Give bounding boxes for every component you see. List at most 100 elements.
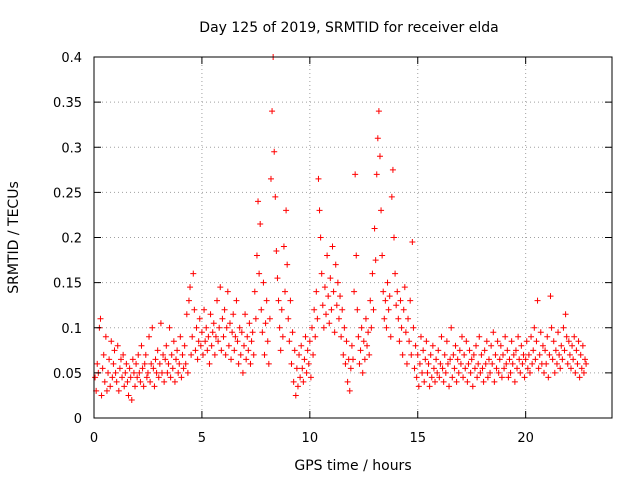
data-point [422,356,429,363]
data-point [368,324,375,331]
data-point [478,351,485,358]
data-point [137,378,144,385]
x-tick-label: 10 [302,431,319,446]
data-point [216,324,223,331]
data-point [181,342,188,349]
data-point [483,338,490,345]
data-point [536,351,543,358]
data-point [355,333,362,340]
data-point [470,351,477,358]
data-point [208,342,215,349]
data-point [511,378,518,385]
data-point [326,320,333,327]
data-point [198,329,205,336]
data-point [432,378,439,385]
data-point [103,387,110,394]
data-point [127,374,134,381]
data-point [385,306,392,313]
data-point [329,243,336,250]
data-points [92,54,590,403]
data-point [542,347,549,354]
data-point [116,365,123,372]
data-point [464,378,471,385]
data-point [167,374,174,381]
data-point [535,365,542,372]
data-point [335,315,342,322]
data-point [488,342,495,349]
data-point [580,369,587,376]
data-point [180,365,187,372]
data-point [252,315,259,322]
data-point [262,320,269,327]
data-point [294,383,301,390]
data-point [438,333,445,340]
data-point [177,333,184,340]
data-point [401,284,408,291]
data-point [359,369,366,376]
data-point [229,329,236,336]
data-point [577,351,584,358]
data-point [454,356,461,363]
data-point [461,351,468,358]
data-point [407,297,414,304]
data-point [340,351,347,358]
data-point [517,369,524,376]
data-point [237,351,244,358]
data-point [291,347,298,354]
data-point [394,288,401,295]
data-point [525,351,532,358]
data-point [192,347,199,354]
data-point [537,329,544,336]
data-point [503,360,510,367]
x-tick-label: 0 [90,431,98,446]
data-point [157,320,164,327]
data-point [235,360,242,367]
data-point [567,365,574,372]
data-point [439,365,446,372]
data-point [562,311,569,318]
data-point [129,356,136,363]
data-point [436,374,443,381]
data-point [310,351,317,358]
data-point [156,360,163,367]
data-point [120,351,127,358]
data-point [578,365,585,372]
data-point [188,351,195,358]
data-point [543,360,550,367]
data-point [163,342,170,349]
data-point [353,252,360,259]
data-point [232,333,239,340]
data-point [482,360,489,367]
data-point [433,356,440,363]
data-point [341,324,348,331]
data-point [248,338,255,345]
data-point [205,333,212,340]
data-point [450,351,457,358]
data-point [575,338,582,345]
data-point [226,320,233,327]
data-point [347,365,354,372]
data-point [114,342,121,349]
y-axis-label: SRMTID / TECUs [6,181,22,294]
data-point [224,288,231,295]
data-point [566,351,573,358]
data-point [124,378,131,385]
data-point [106,356,113,363]
data-point [100,351,107,358]
data-point [196,315,203,322]
data-point [263,297,270,304]
data-point [150,365,157,372]
data-point [382,297,389,304]
data-point [236,324,243,331]
data-point [395,315,402,322]
data-point [207,311,214,318]
data-point [275,297,282,304]
data-point [219,315,226,322]
data-point [375,108,382,115]
data-point [520,351,527,358]
data-point [337,293,344,300]
data-point [97,315,104,322]
data-point [302,333,309,340]
data-point [508,338,515,345]
data-point [222,351,229,358]
